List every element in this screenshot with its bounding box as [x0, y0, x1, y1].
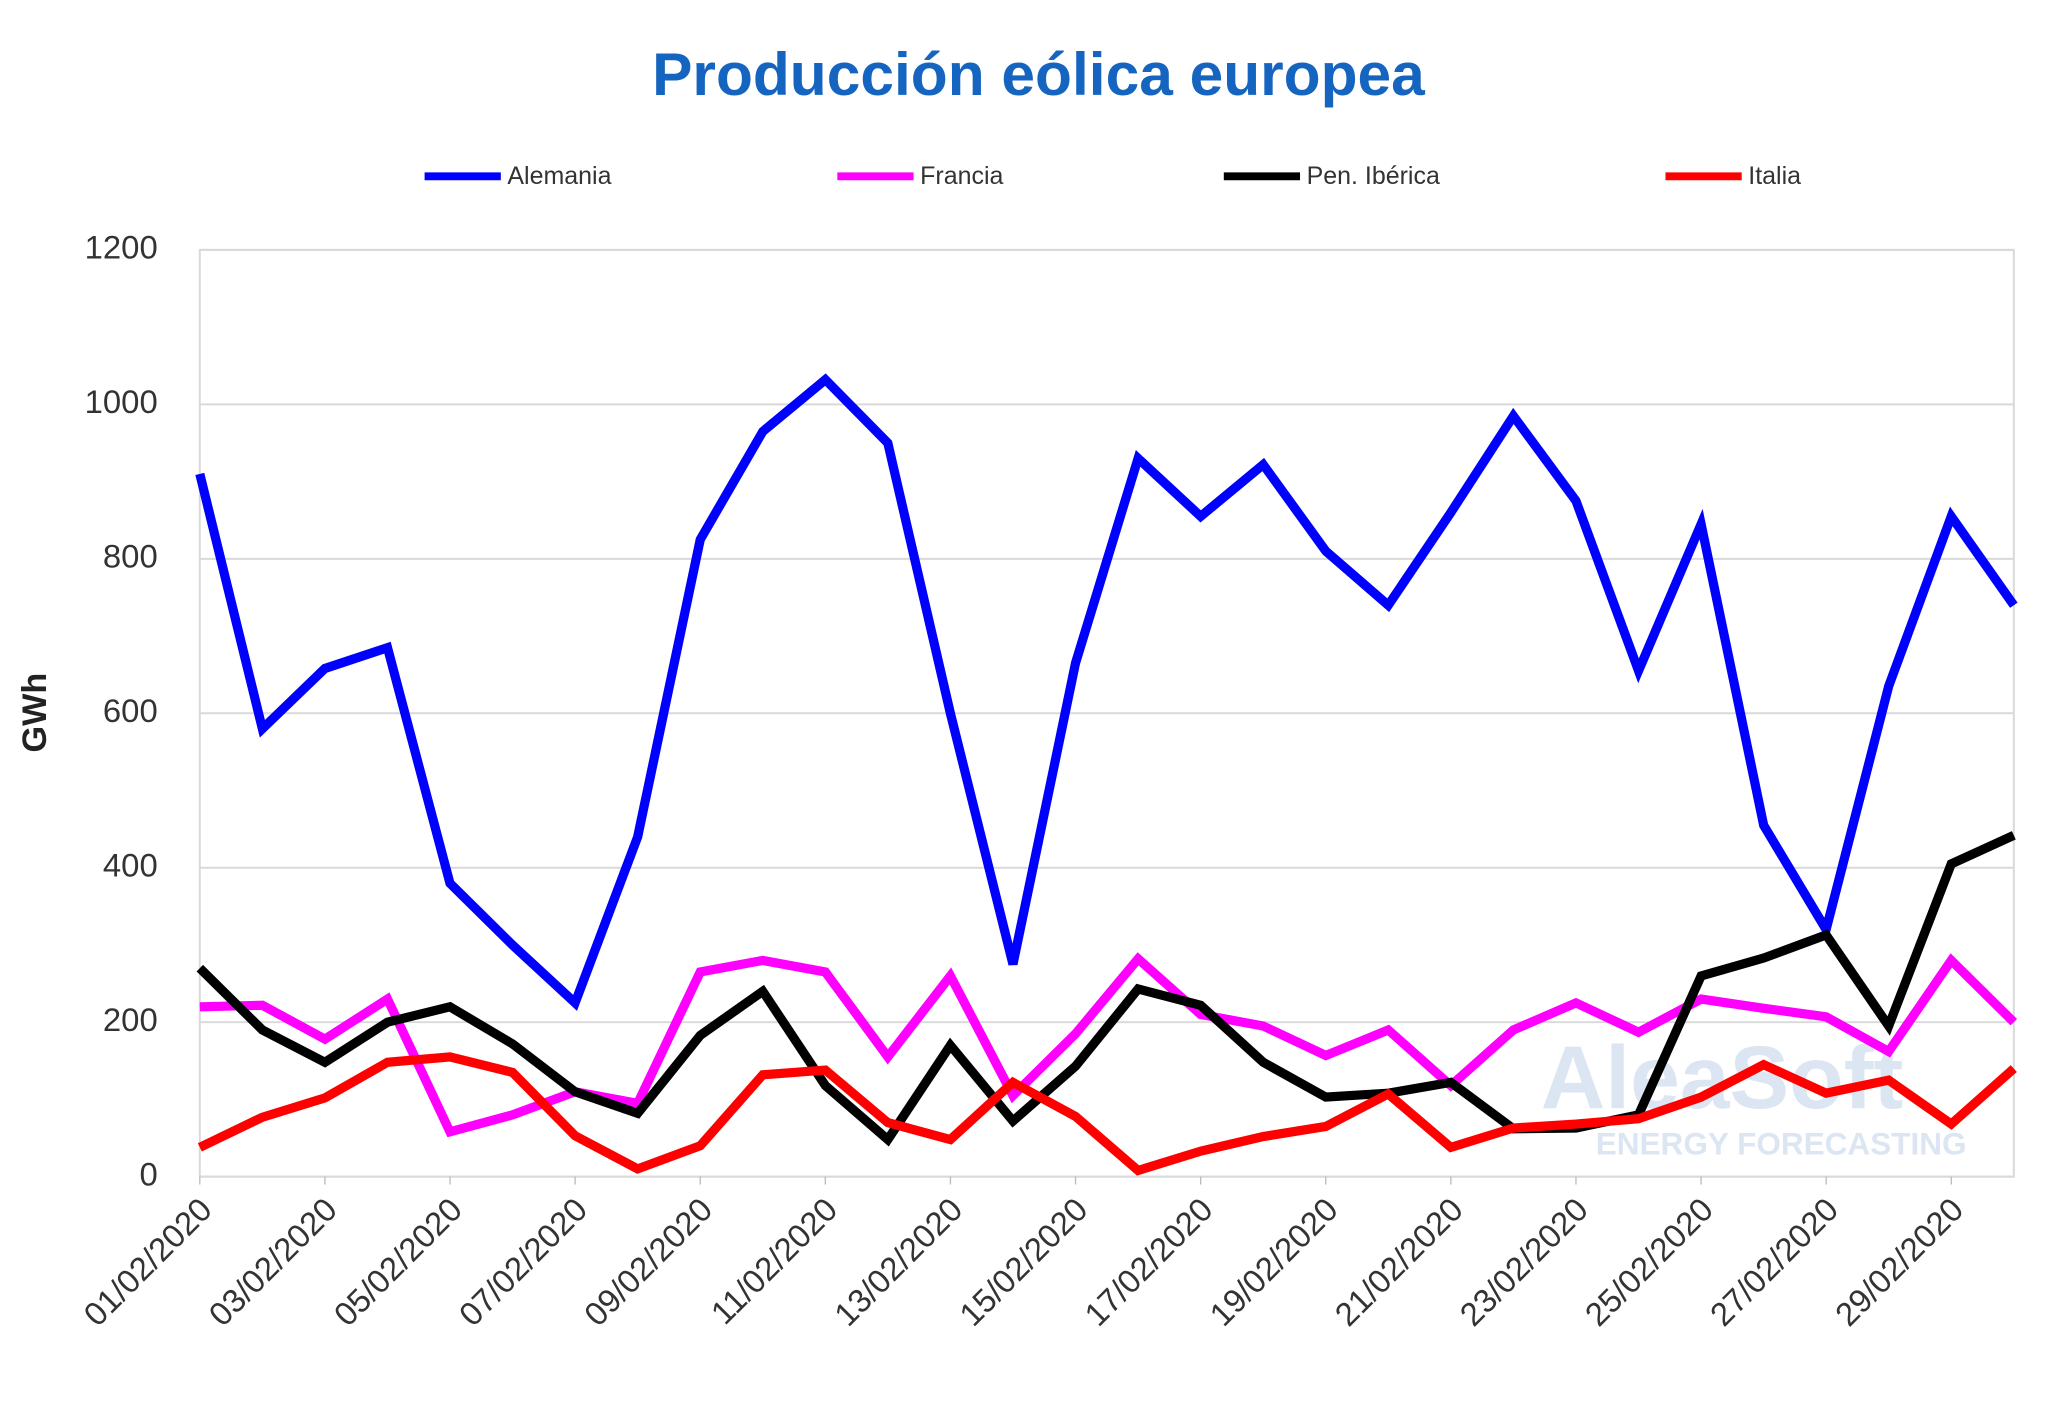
y-tick-label: 1200 — [85, 229, 158, 266]
x-tick-label: 17/02/2020 — [1077, 1190, 1219, 1332]
x-tick-label: 25/02/2020 — [1578, 1190, 1720, 1332]
x-tick-label: 19/02/2020 — [1202, 1190, 1344, 1332]
x-tick-label: 21/02/2020 — [1327, 1190, 1469, 1332]
x-tick-label: 27/02/2020 — [1703, 1190, 1845, 1332]
y-tick-label: 0 — [139, 1155, 157, 1192]
chart-title: Producción eólica europea — [652, 40, 1425, 108]
legend-label: Francia — [920, 162, 1003, 190]
x-tick-label: 11/02/2020 — [704, 1190, 845, 1331]
x-tick-label: 05/02/2020 — [327, 1190, 469, 1332]
series-line — [196, 831, 2016, 1147]
x-tick-label: 13/02/2020 — [827, 1190, 969, 1332]
legend-label: Alemania — [507, 162, 611, 190]
watermark-tagline: ENERGY FORECASTING — [1596, 1126, 1967, 1162]
x-tick-label: 23/02/2020 — [1452, 1190, 1594, 1332]
x-tick-label: 29/02/2020 — [1828, 1190, 1970, 1332]
series-line — [195, 373, 2018, 1011]
x-tick-label: 01/02/2020 — [76, 1190, 218, 1332]
x-tick-label: 09/02/2020 — [577, 1190, 719, 1332]
y-tick-label: 800 — [103, 538, 158, 575]
x-tick-label: 07/02/2020 — [452, 1190, 594, 1332]
series-line — [197, 1052, 2017, 1176]
y-tick-label: 400 — [103, 846, 158, 883]
x-tick-label: 03/02/2020 — [201, 1190, 343, 1332]
watermark: AleaSoft — [1541, 1027, 1904, 1127]
x-tick-label: 15/02/2020 — [952, 1190, 1094, 1332]
y-axis-label: GWh — [16, 673, 54, 753]
legend-label: Pen. Ibérica — [1307, 162, 1440, 190]
y-tick-label: 200 — [103, 1001, 158, 1038]
y-tick-label: 600 — [103, 692, 158, 729]
y-tick-label: 1000 — [85, 383, 158, 420]
legend-label: Italia — [1748, 162, 1801, 190]
series-line — [199, 952, 2018, 1138]
plot-border — [198, 248, 2015, 1178]
